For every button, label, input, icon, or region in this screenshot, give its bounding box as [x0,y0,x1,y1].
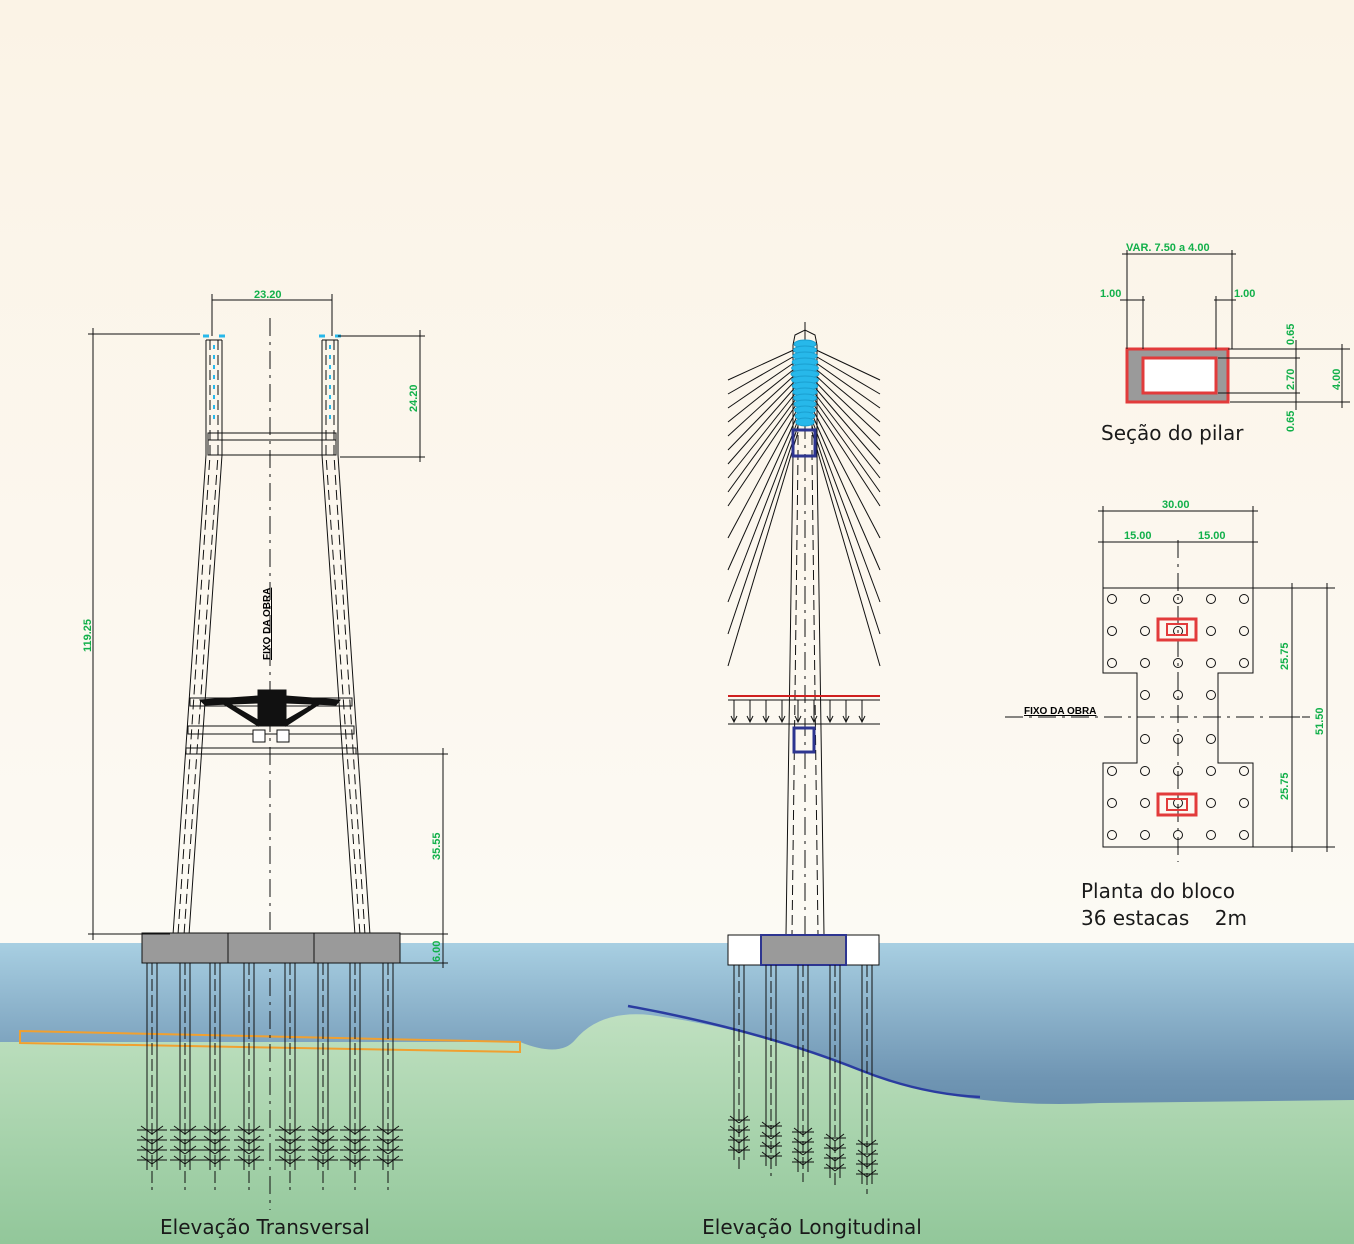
river-bed [0,1014,1354,1244]
label-fixo-transversal: FIXO DA OBRA [262,588,273,660]
pile-marker [1239,594,1249,604]
dim-half-top: 25.75 [1279,642,1291,670]
pile-marker [1206,830,1216,840]
caption-plan-title: Planta do bloco [1081,879,1235,903]
pile [308,963,338,1190]
pile-marker [1239,798,1249,808]
pile-marker [1239,658,1249,668]
pile-marker [1107,626,1117,636]
pile [275,963,305,1190]
pile-marker [1140,766,1150,776]
pile [373,963,403,1190]
upper-crossbeam [207,432,337,456]
dim-block-height: 6.00 [431,941,443,962]
pile-marker [1206,798,1216,808]
pile [824,965,846,1188]
transversal-elevation [88,294,448,1210]
pile-marker [1173,734,1183,744]
deck-section [198,689,341,727]
dim-section-depth: 4.00 [1331,369,1343,390]
deck-bearing-box [792,726,816,754]
dim-half-bottom: 25.75 [1279,772,1291,800]
pile-marker [1140,626,1150,636]
dim-wall-right: 1.00 [1234,288,1255,300]
anchor-cluster [790,339,820,427]
dim-wall-left: 1.00 [1100,288,1121,300]
pile-marker [1239,830,1249,840]
pile-marker [1173,766,1183,776]
caption-transversal: Elevação Transversal [160,1215,370,1239]
label-fixo-plan: FIXO DA OBRA [1024,706,1096,717]
pile [856,965,878,1194]
dim-half-right: 15.00 [1198,530,1226,542]
pile [137,963,167,1190]
dim-wall-bottom: 0.65 [1285,411,1297,432]
pile-marker [1239,766,1249,776]
block-plan [1005,506,1335,862]
pile [340,963,370,1190]
piles-transversal [137,963,403,1190]
dim-lower-height: 35.55 [431,832,443,860]
pile-cap [141,932,401,964]
anchorage-box [791,428,817,458]
dim-inner: 2.70 [1285,369,1297,390]
longitudinal-elevation [727,322,881,1194]
dim-half-left: 15.00 [1124,530,1152,542]
pile [200,963,230,1190]
pile-marker [1107,766,1117,776]
dim-section-width: VAR. 7.50 a 4.00 [1126,242,1210,254]
caption-plan-subtitle: 36 estacas 2m [1081,906,1247,930]
dim-total-height: 119.25 [82,619,94,652]
pile-marker [1239,626,1249,636]
pile-marker [1173,690,1183,700]
pile-marker [1206,594,1216,604]
pile-marker [1140,734,1150,744]
pile [170,963,200,1190]
pile-marker [1140,658,1150,668]
pile [792,965,814,1182]
dimension-labels: 23.20 24.20 119.25 35.55 6.00 VAR. 7.50 … [82,242,1343,962]
pile-marker [1206,734,1216,744]
dimension-lines [88,294,448,968]
dim-upper-height: 24.20 [408,384,420,412]
pillar-section [1120,250,1350,410]
dim-block-length: 51.50 [1314,707,1326,735]
pile-marker [1107,594,1117,604]
pile-marker [1140,594,1150,604]
pile-marker [1107,798,1117,808]
pile [760,965,782,1176]
pile-marker [1107,830,1117,840]
sky-background [0,0,1354,945]
pile-marker [1173,830,1183,840]
embankment-line [627,1004,981,1099]
pile-marker [1206,766,1216,776]
caption-longitudinal: Elevação Longitudinal [702,1215,922,1239]
pile-marker [1206,658,1216,668]
pile [234,963,264,1190]
stay-cables [727,347,881,667]
dim-tower-spacing: 23.20 [254,289,282,301]
pile-marker [1140,830,1150,840]
caption-section: Seção do pilar [1101,421,1244,445]
dim-block-width: 30.00 [1162,499,1190,511]
embankment-outline [19,1029,521,1054]
pile-marker [1140,690,1150,700]
piles-longitudinal [728,965,878,1194]
pile-marker [1206,626,1216,636]
pile-marker [1206,690,1216,700]
anchor-markers [213,345,331,425]
pile-marker [1140,798,1150,808]
pile-marker [1107,658,1117,668]
pile-marker [1173,594,1183,604]
pile [728,965,750,1170]
pile-marker [1173,658,1183,668]
dim-wall-top: 0.65 [1285,324,1297,345]
